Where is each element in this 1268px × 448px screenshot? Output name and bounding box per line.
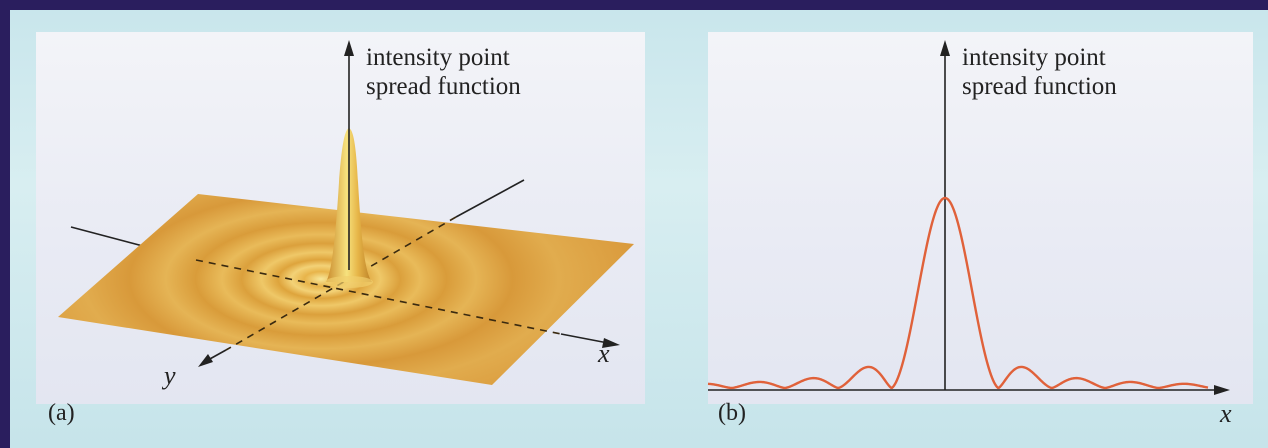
y-axis-back-segment (455, 179, 525, 218)
y-axis-front-segment (207, 349, 227, 361)
psf-profile-curve (707, 196, 1209, 390)
panel-b-title-line1: intensity point (962, 44, 1106, 71)
intensity-axis-arrowhead (940, 40, 950, 56)
slide-background: intensity point spread function x y (a) … (10, 10, 1268, 448)
x-axis-dashed-on-surface (195, 259, 562, 335)
panel-a-label: (a) (48, 400, 75, 426)
peak-base-glow (325, 276, 373, 288)
panel-a-title-line2: spread function (366, 73, 521, 100)
panel-b-title-line2: spread function (962, 73, 1117, 100)
panel-a-x-axis-label: x (597, 339, 610, 368)
x-axis-front-segment (560, 333, 609, 344)
psf-surface-plane (58, 194, 634, 385)
x-axis-arrowhead (602, 338, 620, 348)
panel-a-surface-plot: intensity point spread function x y (a) (36, 32, 645, 426)
panel-b-label: (b) (718, 400, 746, 426)
panel-a-title-line1: intensity point (366, 44, 510, 71)
y-axis-arrowhead (198, 354, 213, 367)
surface-plot-svg: intensity point spread function x y (58, 40, 634, 390)
x-axis-arrowhead (1214, 385, 1230, 395)
intensity-axis-arrowhead (344, 40, 354, 56)
panel-a-y-axis-label: y (161, 361, 176, 390)
panel-b-profile-plot: intensity point spread function x (b) (707, 32, 1253, 428)
profile-plot-svg: intensity point spread function x (707, 40, 1232, 428)
panel-b-x-axis-label: x (1219, 399, 1232, 428)
